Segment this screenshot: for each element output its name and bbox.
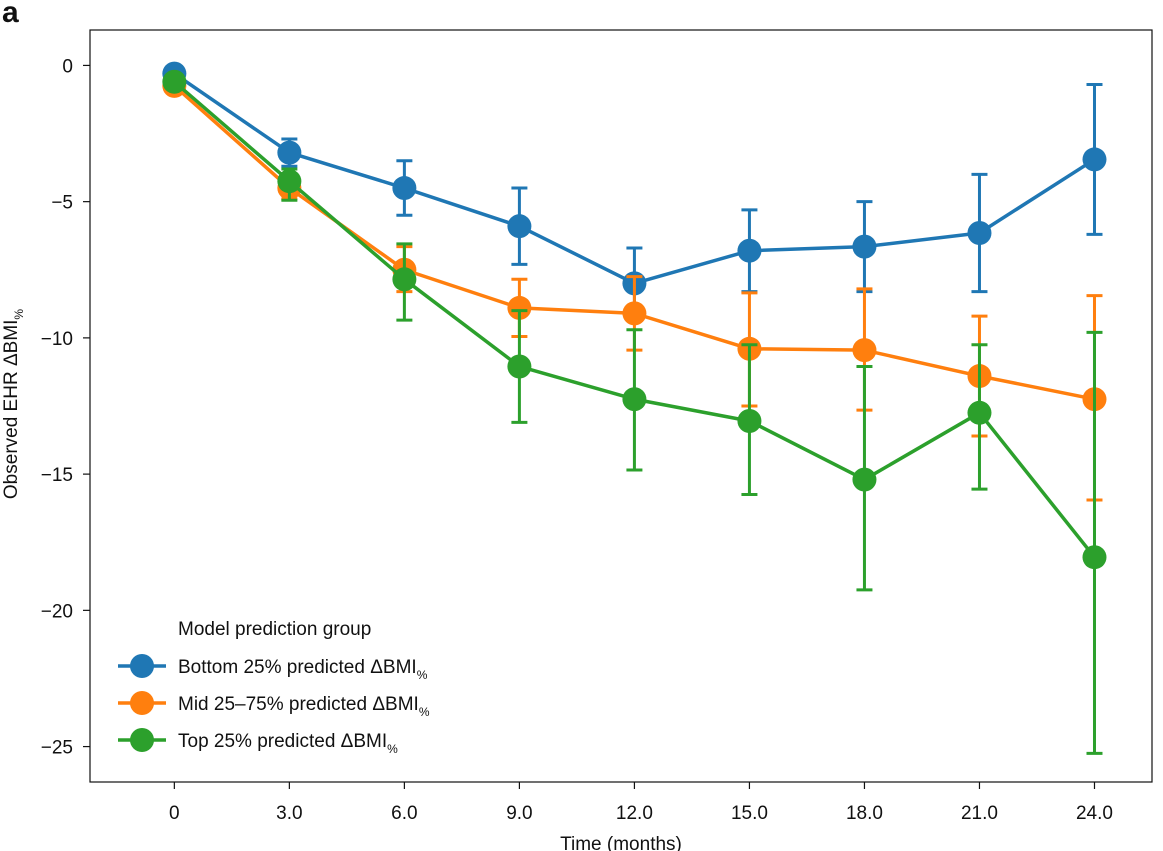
legend-marker xyxy=(130,691,154,715)
data-point xyxy=(277,140,302,165)
y-axis: 0 −5 −10 −15 −20 −25 xyxy=(41,56,90,759)
data-point xyxy=(622,301,647,326)
legend-entry-1: Mid 25–75% predicted ΔBMI% xyxy=(118,691,430,719)
legend-entry-0: Bottom 25% predicted ΔBMI% xyxy=(118,654,428,682)
data-point xyxy=(967,220,992,245)
x-tick-label: 21.0 xyxy=(961,803,998,824)
legend-label-main: Top 25% predicted ΔBMI xyxy=(178,731,387,752)
legend-marker xyxy=(130,654,154,678)
y-tick-label: 0 xyxy=(62,56,73,77)
data-point xyxy=(507,354,532,379)
x-tick-label: 24.0 xyxy=(1076,803,1113,824)
data-point xyxy=(737,408,762,433)
data-point xyxy=(392,176,417,201)
x-tick-label: 9.0 xyxy=(506,803,532,824)
data-point xyxy=(1082,545,1107,570)
y-tick-label: −5 xyxy=(51,193,73,214)
data-point xyxy=(737,238,762,263)
data-point xyxy=(392,267,417,292)
legend-label-main: Bottom 25% predicted ΔBMI xyxy=(178,657,417,678)
data-point xyxy=(852,338,877,363)
legend-title: Model prediction group xyxy=(178,619,371,640)
plot-frame xyxy=(89,29,1153,783)
data-point xyxy=(277,169,302,194)
data-point xyxy=(852,234,877,259)
data-point xyxy=(507,214,532,239)
legend-entry-2: Top 25% predicted ΔBMI% xyxy=(118,728,398,756)
x-tick-label: 3.0 xyxy=(276,803,302,824)
x-axis-title: Time (months) xyxy=(560,834,682,851)
x-tick-label: 15.0 xyxy=(731,803,768,824)
legend: Model prediction group Bottom 25% predic… xyxy=(118,619,430,756)
data-point xyxy=(1082,147,1107,172)
y-tick-label: −10 xyxy=(41,329,73,350)
series-layer xyxy=(162,61,1107,755)
panel-label: a xyxy=(2,0,19,29)
y-tick-label: −15 xyxy=(41,465,73,486)
legend-label-main: Mid 25–75% predicted ΔBMI xyxy=(178,694,419,715)
legend-label-subscript: % xyxy=(417,668,428,682)
y-tick-label: −25 xyxy=(41,738,73,759)
series-2 xyxy=(162,69,1107,755)
y-axis-title-subscript: % xyxy=(12,309,26,320)
x-tick-label: 12.0 xyxy=(616,803,653,824)
legend-marker xyxy=(130,728,154,752)
data-point xyxy=(967,400,992,425)
data-point xyxy=(162,69,187,94)
y-tick-label: −20 xyxy=(41,601,73,622)
y-axis-title: Observed EHR ΔBMI% xyxy=(1,309,26,500)
data-point xyxy=(622,387,647,412)
x-tick-label: 6.0 xyxy=(391,803,417,824)
y-axis-title-main: Observed EHR ΔBMI xyxy=(1,320,22,500)
legend-label-subscript: % xyxy=(419,705,430,719)
x-tick-label: 18.0 xyxy=(846,803,883,824)
legend-label-subscript: % xyxy=(387,742,398,756)
x-axis: 0 3.0 6.0 9.0 12.0 15.0 18.0 21.0 24.0 xyxy=(169,782,1113,824)
legend-label: Top 25% predicted ΔBMI% xyxy=(178,731,398,756)
x-tick-label: 0 xyxy=(169,803,180,824)
data-point xyxy=(852,467,877,492)
data-point xyxy=(507,295,532,320)
legend-label: Bottom 25% predicted ΔBMI% xyxy=(178,657,428,682)
legend-label: Mid 25–75% predicted ΔBMI% xyxy=(178,694,430,719)
